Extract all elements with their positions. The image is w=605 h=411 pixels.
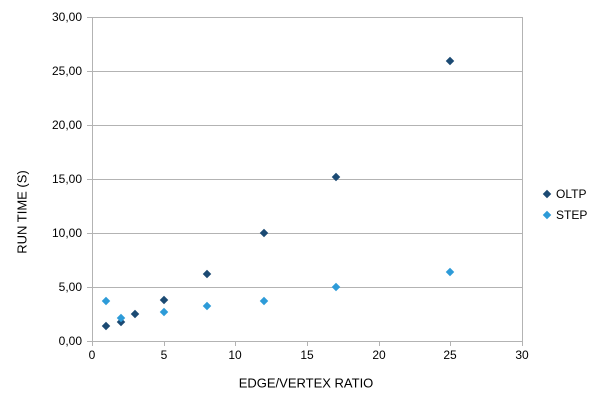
legend-label-step: STEP (556, 208, 588, 222)
data-point-oltp (202, 269, 211, 279)
gridline-y (92, 233, 522, 234)
x-tick-mark (92, 341, 93, 346)
x-axis-title: EDGE/VERTEX RATIO (238, 375, 374, 391)
y-tick-mark (87, 341, 92, 342)
y-tick-label: 0,00 (58, 334, 82, 348)
y-tick-label: 5,00 (58, 280, 82, 294)
x-tick-mark (450, 341, 451, 346)
legend-item-step: STEP (542, 207, 587, 223)
data-point-step (102, 296, 111, 306)
y-axis-line (92, 17, 93, 341)
legend: OLTP STEP (542, 186, 587, 228)
y-tick-label: 15,00 (51, 172, 82, 186)
y-tick-mark (87, 287, 92, 288)
x-tick-label: 25 (443, 348, 457, 362)
y-tick-label: 30,00 (51, 10, 82, 24)
y-tick-mark (87, 125, 92, 126)
gridline-y (92, 71, 522, 72)
x-tick-label: 5 (160, 348, 168, 362)
data-point-step (159, 307, 168, 317)
x-tick-mark (164, 341, 165, 346)
gridline-y (92, 17, 522, 18)
legend-item-oltp: OLTP (542, 186, 587, 202)
x-tick-mark (307, 341, 308, 346)
x-tick-mark (235, 341, 236, 346)
data-point-oltp (259, 228, 269, 238)
y-tick-label: 25,00 (51, 64, 82, 78)
y-axis-title: RUN TIME (S) (14, 170, 30, 254)
x-tick-label: 10 (228, 348, 242, 362)
y-tick-mark (87, 179, 92, 180)
x-tick-label: 0 (88, 348, 96, 362)
y-tick-mark (87, 17, 92, 18)
gridline-y (92, 179, 522, 180)
legend-label-oltp: OLTP (556, 187, 587, 201)
x-tick-label: 15 (300, 348, 314, 362)
data-point-step (446, 267, 455, 277)
x-tick-mark (379, 341, 380, 346)
plot-right-border (522, 17, 523, 341)
y-tick-mark (87, 71, 92, 72)
data-point-oltp (446, 57, 455, 66)
data-point-step (202, 302, 211, 311)
step-marker-icon (542, 210, 552, 220)
data-point-step (331, 282, 340, 292)
x-tick-label: 30 (515, 348, 529, 362)
data-point-step (259, 296, 269, 306)
y-tick-mark (87, 233, 92, 234)
data-point-oltp (130, 309, 140, 319)
x-tick-label: 20 (372, 348, 386, 362)
x-tick-mark (522, 341, 523, 346)
gridline-y (92, 125, 522, 126)
y-tick-label: 20,00 (51, 118, 82, 132)
data-point-oltp (159, 295, 168, 305)
oltp-marker-icon (542, 189, 552, 199)
gridline-y (92, 287, 522, 288)
y-tick-label: 10,00 (51, 226, 82, 240)
data-point-oltp (102, 321, 111, 331)
